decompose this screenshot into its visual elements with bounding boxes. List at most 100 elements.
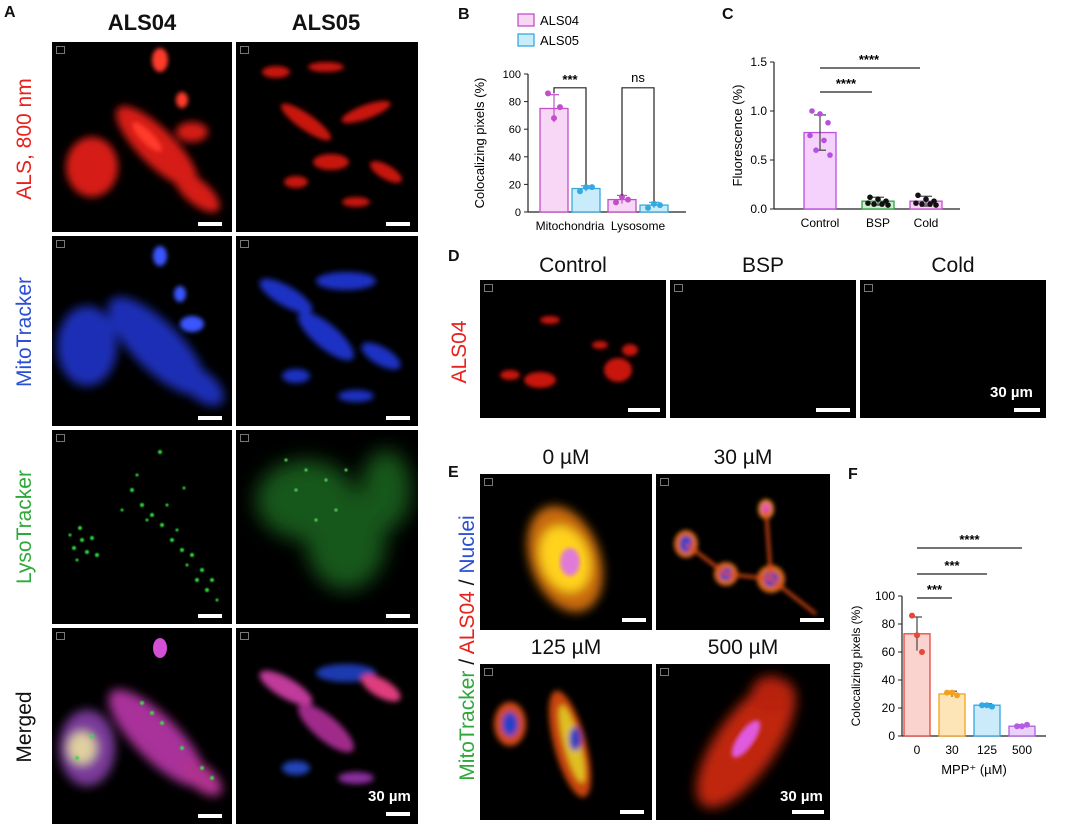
image-a-mito-als05 bbox=[236, 236, 418, 426]
scale-bar bbox=[198, 416, 222, 420]
image-e-30um bbox=[656, 474, 830, 630]
panel-label-a: A bbox=[4, 4, 16, 21]
y-tick-label: 40 bbox=[509, 152, 521, 164]
panel-e-row-label-separator: / bbox=[456, 654, 479, 671]
significance-label: **** bbox=[959, 532, 980, 547]
corner-marker bbox=[240, 632, 249, 640]
y-tick-label: 20 bbox=[509, 179, 521, 191]
data-point bbox=[557, 104, 563, 111]
data-point bbox=[583, 184, 589, 191]
corner-marker bbox=[240, 434, 249, 442]
panel-label-c: C bbox=[722, 6, 734, 23]
bar bbox=[571, 187, 601, 213]
data-point bbox=[923, 196, 929, 202]
scale-bar-label: 30 µm bbox=[368, 788, 411, 805]
data-point bbox=[949, 689, 955, 696]
data-point bbox=[944, 689, 950, 696]
significance-label: *** bbox=[927, 582, 943, 597]
data-point bbox=[809, 108, 815, 114]
corner-marker bbox=[484, 284, 493, 292]
corner-marker bbox=[56, 632, 65, 640]
panel-a-col-header-als04: ALS04 bbox=[107, 10, 177, 35]
panel-label-d: D bbox=[448, 248, 460, 265]
corner-marker bbox=[660, 668, 669, 676]
scale-bar bbox=[620, 810, 644, 814]
chart-f: 0 20 40 60 80 100 Colocalizing pixels (%) 0 30 12… bbox=[850, 532, 1046, 777]
y-tick-label: 100 bbox=[503, 69, 521, 81]
y-tick-label: 0.5 bbox=[750, 153, 767, 167]
chart-c: 0.0 0.5 1.0 1.5 Fluorescence (%) Control BSP Co… bbox=[730, 52, 960, 230]
y-tick-label: 100 bbox=[875, 589, 895, 603]
scale-bar bbox=[198, 814, 222, 818]
image-e-0um bbox=[480, 474, 652, 630]
data-point bbox=[885, 202, 891, 208]
scale-bar bbox=[386, 812, 410, 816]
y-tick-label: 80 bbox=[882, 617, 896, 631]
data-point bbox=[657, 202, 663, 209]
image-a-mito-als04 bbox=[52, 236, 232, 426]
panel-e-row-label-als04: ALS04 bbox=[456, 591, 479, 655]
data-point bbox=[817, 111, 823, 117]
panel-d-row-label: ALS04 bbox=[448, 320, 471, 384]
scale-bar bbox=[816, 408, 850, 412]
scale-bar-label: 30 µm bbox=[780, 788, 823, 805]
image-a-merged-als05: 30 µm bbox=[236, 628, 418, 824]
data-point bbox=[613, 199, 619, 206]
x-tick-label: 125 bbox=[977, 743, 997, 757]
significance-label: **** bbox=[836, 76, 857, 91]
data-point bbox=[933, 202, 939, 208]
significance-label: ns bbox=[631, 70, 645, 85]
legend-swatch bbox=[517, 13, 535, 27]
scale-bar bbox=[198, 614, 222, 618]
y-tick-label: 0 bbox=[515, 207, 521, 219]
corner-marker bbox=[660, 478, 669, 486]
panel-label-b: B bbox=[458, 6, 470, 23]
significance-label: *** bbox=[944, 558, 960, 573]
data-point bbox=[807, 132, 813, 139]
y-axis-label: Fluorescence (%) bbox=[730, 85, 745, 187]
data-point bbox=[551, 115, 557, 122]
corner-marker bbox=[484, 478, 493, 486]
y-tick-label: 1.5 bbox=[750, 55, 767, 69]
significance-label: **** bbox=[859, 52, 880, 67]
data-point bbox=[825, 119, 831, 126]
corner-marker bbox=[674, 284, 683, 292]
panel-e-row-label-nuclei: Nuclei bbox=[456, 515, 479, 574]
y-tick-label: 20 bbox=[882, 701, 896, 715]
scale-bar bbox=[386, 614, 410, 618]
corner-marker bbox=[240, 240, 249, 248]
data-point bbox=[1024, 721, 1030, 728]
data-point bbox=[619, 193, 625, 200]
image-a-lyso-als04 bbox=[52, 430, 232, 624]
legend-swatch bbox=[517, 33, 535, 47]
data-point bbox=[545, 90, 551, 97]
data-point bbox=[827, 152, 833, 158]
bar bbox=[539, 107, 569, 213]
panel-e-header-0: 0 µM bbox=[542, 446, 590, 469]
image-a-als-als04 bbox=[52, 42, 232, 232]
y-tick-label: 60 bbox=[509, 124, 521, 136]
significance-bracket bbox=[621, 87, 655, 201]
data-point bbox=[821, 137, 827, 144]
panel-e-row-label-mito: MitoTracker bbox=[456, 670, 479, 781]
scale-bar bbox=[198, 222, 222, 226]
bar bbox=[973, 704, 1001, 737]
panel-label-f: F bbox=[848, 466, 858, 483]
x-tick-label: Mitochondria bbox=[536, 219, 605, 233]
panel-e-row-label: MitoTracker / ALS04 / Nuclei bbox=[456, 468, 480, 828]
scale-bar bbox=[386, 222, 410, 226]
data-point bbox=[577, 188, 583, 195]
data-point bbox=[625, 196, 631, 203]
image-a-lyso-als05 bbox=[236, 430, 418, 624]
data-point bbox=[989, 703, 995, 710]
x-tick-label: Control bbox=[801, 216, 840, 230]
corner-marker bbox=[484, 668, 493, 676]
scale-bar bbox=[792, 810, 824, 814]
corner-marker bbox=[56, 46, 65, 54]
y-axis-label: Colocalizing pixels (%) bbox=[850, 606, 863, 727]
data-point bbox=[1019, 723, 1025, 730]
y-tick-label: 0 bbox=[888, 729, 895, 743]
data-point bbox=[589, 184, 595, 191]
x-tick-label: Cold bbox=[914, 216, 939, 230]
data-point bbox=[875, 196, 881, 202]
